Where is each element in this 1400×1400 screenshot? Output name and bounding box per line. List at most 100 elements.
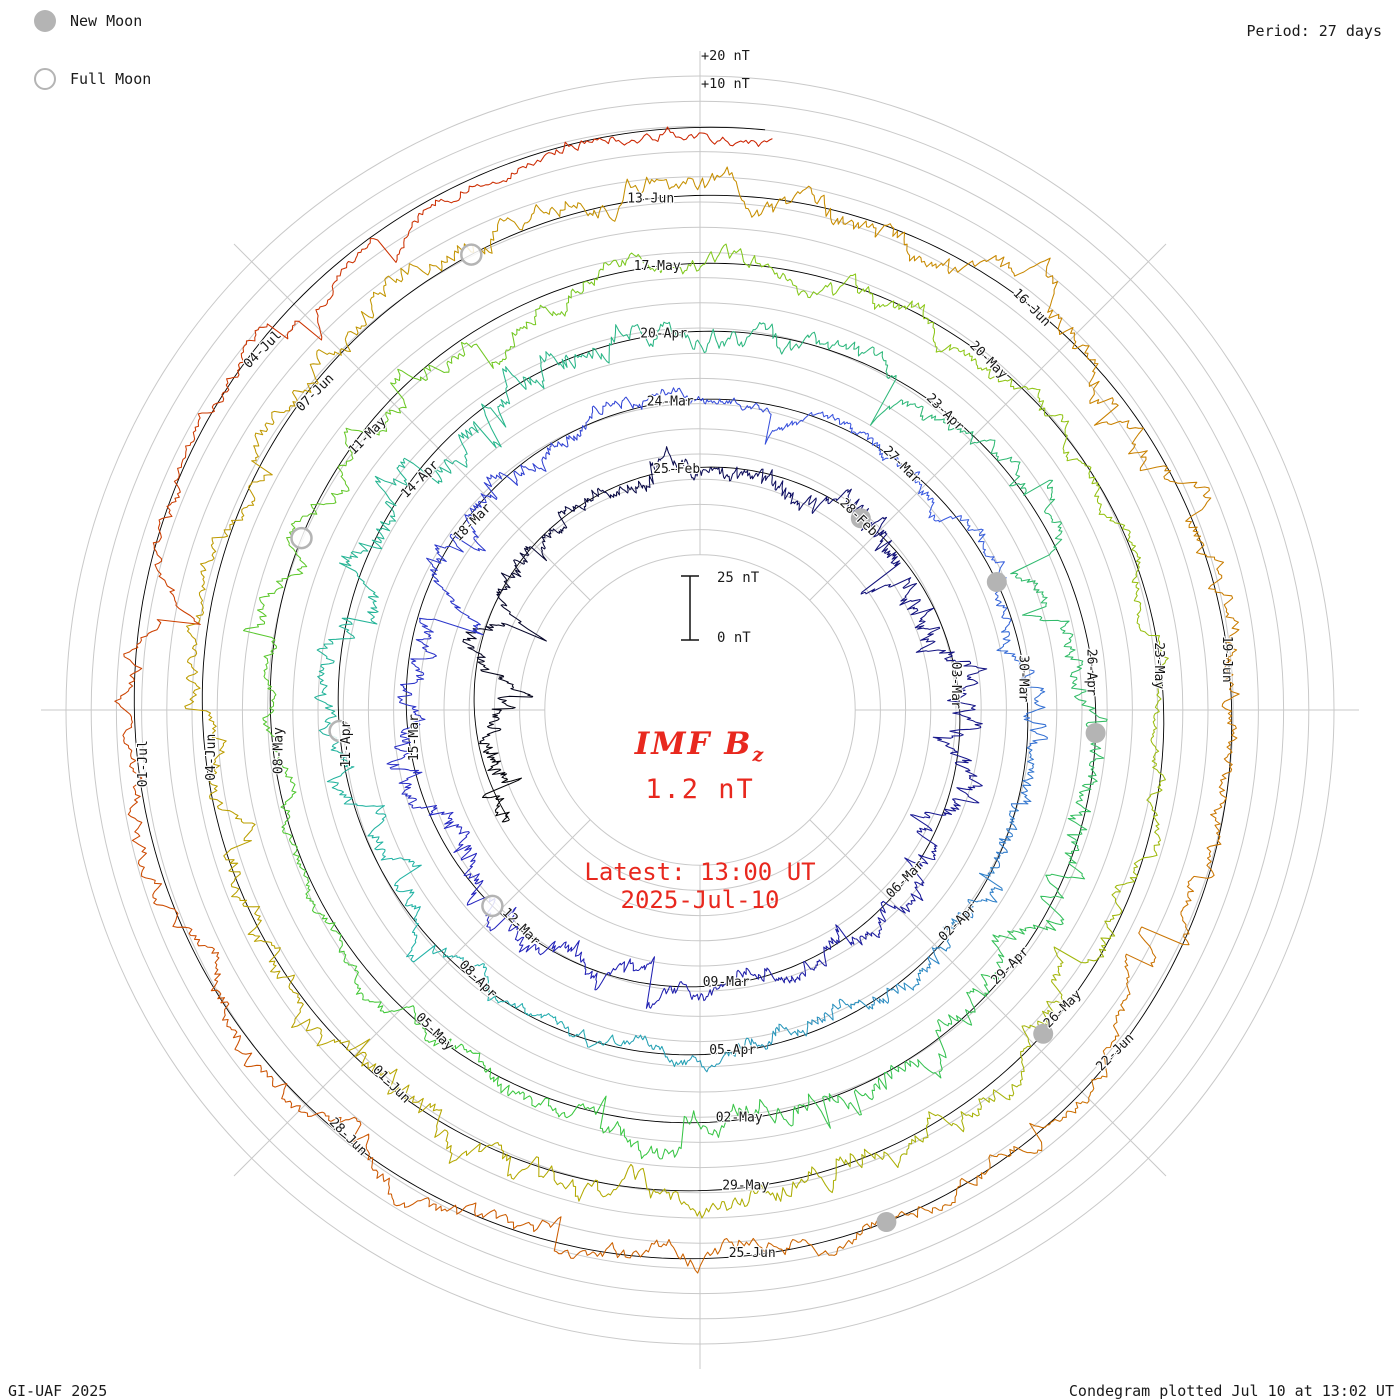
trace-segment bbox=[702, 397, 760, 411]
trace-segment bbox=[1063, 632, 1090, 704]
trace-segment bbox=[1066, 775, 1098, 851]
trace-segment bbox=[114, 644, 143, 752]
trace-segment bbox=[871, 438, 921, 482]
trace-segment bbox=[785, 185, 877, 238]
trace-segment bbox=[199, 501, 255, 585]
trace-segment bbox=[721, 1171, 810, 1211]
trace-segment bbox=[866, 346, 918, 426]
trace-segment bbox=[759, 407, 820, 445]
legend-new-moon: New Moon bbox=[34, 10, 142, 32]
trace-segment bbox=[774, 480, 817, 512]
trace-segment bbox=[1091, 482, 1139, 557]
quantity-sub: z bbox=[752, 744, 766, 767]
trace-segment bbox=[337, 932, 379, 1003]
trace-segment bbox=[660, 1103, 740, 1160]
trace-segment bbox=[563, 1024, 626, 1048]
trace-segment bbox=[417, 172, 513, 223]
trace-segment bbox=[470, 366, 527, 449]
trace-segment bbox=[694, 1237, 796, 1274]
trace-segment bbox=[790, 331, 867, 357]
trace-segment bbox=[386, 737, 423, 797]
trace-segment bbox=[811, 488, 870, 518]
trace-segment bbox=[984, 1113, 1067, 1175]
date-label: 28-Feb bbox=[836, 496, 880, 540]
trace-segment bbox=[1065, 1023, 1120, 1114]
trace-segment bbox=[385, 362, 450, 416]
trace-segment bbox=[481, 777, 523, 823]
trace-segment bbox=[719, 136, 773, 147]
trace-segment bbox=[332, 220, 419, 284]
trace-segment bbox=[850, 900, 886, 946]
date-label: 20-Apr bbox=[640, 327, 687, 342]
trace-segment bbox=[967, 254, 1059, 319]
trace-segment bbox=[588, 396, 645, 420]
trace-segment bbox=[402, 427, 473, 484]
trace-segment bbox=[541, 1163, 635, 1202]
new-moon-marker bbox=[986, 572, 1007, 592]
trace-segment bbox=[649, 981, 706, 1009]
trace-segment bbox=[268, 942, 311, 1032]
trace-segment bbox=[751, 255, 833, 299]
trace-segment bbox=[209, 770, 256, 861]
grid-spoke bbox=[809, 819, 1167, 1177]
trace-segment bbox=[478, 702, 516, 745]
trace-segment bbox=[932, 726, 982, 779]
trace-segment bbox=[456, 955, 503, 1004]
plotted-label: Condegram plotted Jul 10 at 13:02 UT bbox=[1068, 1382, 1394, 1400]
trace-segment bbox=[1010, 480, 1063, 579]
trace-segment bbox=[1093, 397, 1171, 472]
trace-segment bbox=[980, 439, 1053, 496]
trace-segment bbox=[871, 967, 924, 1010]
trace-segment bbox=[316, 596, 379, 658]
trace-segment bbox=[874, 223, 969, 275]
trace-segment bbox=[185, 583, 206, 679]
trace-segment bbox=[479, 742, 508, 779]
trace-segment bbox=[157, 440, 194, 543]
moon-markers bbox=[290, 243, 1106, 1232]
trace-segment bbox=[495, 1213, 594, 1259]
date-label: 25-Feb bbox=[653, 462, 700, 477]
trace-segment bbox=[234, 1049, 323, 1118]
date-label: 02-Apr bbox=[936, 901, 980, 945]
trace-segment bbox=[322, 1111, 392, 1195]
trace-segment bbox=[453, 831, 480, 884]
trace-segment bbox=[1010, 747, 1035, 808]
trace-segment bbox=[938, 972, 1000, 1027]
trace-segment bbox=[448, 1038, 510, 1097]
trace-segment bbox=[136, 541, 201, 646]
trace-segment bbox=[397, 683, 426, 740]
trace-segment bbox=[587, 1095, 661, 1160]
trace-segment bbox=[602, 480, 649, 499]
date-label: 11-May bbox=[346, 414, 390, 458]
trace-segment bbox=[597, 176, 691, 222]
trace-segment bbox=[1206, 756, 1233, 854]
trace-segment bbox=[500, 546, 548, 580]
date-label: 24-Mar bbox=[647, 394, 694, 409]
trace-segment bbox=[256, 544, 308, 624]
trace-segment bbox=[996, 629, 1035, 688]
trace-segment bbox=[296, 863, 338, 933]
trace-segment bbox=[704, 967, 756, 1000]
full-moon-label: Full Moon bbox=[70, 70, 152, 88]
new-moon-marker bbox=[850, 508, 871, 529]
date-label: 30-Mar bbox=[1016, 655, 1031, 702]
trace-segment bbox=[563, 487, 603, 515]
trace-segment bbox=[733, 466, 777, 490]
trace-segment bbox=[242, 623, 277, 707]
trace-segment bbox=[306, 1027, 398, 1078]
trace-segment bbox=[1221, 657, 1240, 757]
date-label: 02-May bbox=[716, 1111, 763, 1126]
trace-segment bbox=[882, 857, 925, 914]
trace-segment bbox=[592, 1238, 696, 1271]
trace-segment bbox=[380, 849, 422, 908]
trace-segment bbox=[545, 418, 590, 460]
trace-segment bbox=[228, 859, 272, 944]
date-label: 25-Jun bbox=[729, 1246, 776, 1261]
trace-segment bbox=[754, 961, 806, 984]
trace-segment bbox=[262, 705, 294, 784]
full-moon-icon bbox=[34, 68, 56, 90]
trace-segment bbox=[690, 166, 787, 218]
trace-segment bbox=[556, 940, 598, 991]
trace-segment bbox=[192, 345, 245, 442]
date-label: 29-Apr bbox=[989, 944, 1033, 988]
